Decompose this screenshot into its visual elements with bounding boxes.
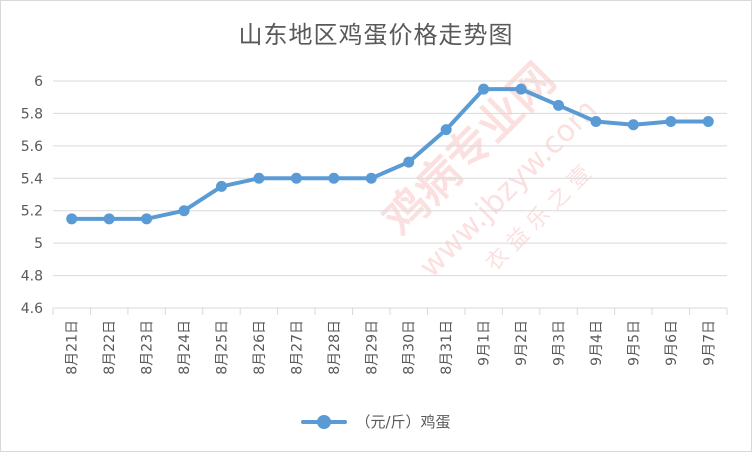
x-tick-label: 8月23日 [140,320,156,375]
x-axis-ticks: 8月21日 8月22日 8月23日 8月24日 8月25日 8月26日 8月27日 8月28日… [65,320,718,375]
data-point [178,205,190,217]
data-point [515,83,527,95]
x-tick-label: 8月21日 [65,320,81,375]
x-tick-label: 8月26日 [252,320,268,375]
data-point [440,124,452,136]
data-point [553,99,564,111]
data-point [365,172,377,184]
data-point [702,116,714,128]
y-tick-label: 4.6 [21,301,43,317]
x-tick-label: 8月24日 [177,320,193,375]
data-point [66,213,78,225]
data-point [103,213,115,225]
x-tick-label: 8月25日 [215,320,231,375]
x-tick-label: 9月2日 [514,320,530,366]
y-tick-label: 5.6 [21,139,43,155]
series-line [69,87,711,221]
x-tick-label: 9月5日 [626,320,642,366]
y-tick-label: 5.4 [21,171,43,187]
y-tick-label: 6 [34,74,43,90]
data-point [328,172,340,184]
data-point [665,116,677,128]
y-tick-label: 5.2 [21,204,43,220]
x-tick-label: 8月27日 [289,320,305,375]
legend-label: （元/斤）鸡蛋 [355,413,451,431]
series-points [66,83,714,225]
data-point [141,213,153,225]
x-tick-label: 8月30日 [402,320,418,375]
x-tick-label: 9月1日 [477,320,493,366]
x-tick-label: 8月29日 [364,320,380,375]
x-tick-label: 8月22日 [102,320,118,375]
data-point [590,116,602,128]
x-axis [52,307,728,315]
legend: （元/斤）鸡蛋 [1,411,751,432]
series-line-path [69,87,711,221]
x-tick-label: 9月6日 [664,320,680,366]
data-point [216,180,227,192]
y-tick-label: 5.8 [21,106,43,122]
x-tick-label: 9月7日 [701,320,717,366]
chart-title: 山东地区鸡蛋价格走势图 [238,21,514,49]
legend-line-marker-icon [301,414,348,429]
y-tick-label: 4.8 [21,269,43,285]
gridlines [53,80,727,277]
x-tick-label: 8月28日 [327,320,343,375]
y-axis-ticks: 4.6 4.8 5 5.2 5.4 5.6 5.8 6 [21,74,43,317]
data-point [478,83,490,95]
data-point [290,172,302,184]
x-tick-label: 9月4日 [589,320,605,366]
data-point [253,172,265,184]
y-tick-label: 5 [34,236,43,252]
data-point [627,119,639,131]
x-tick-label: 9月3日 [552,320,568,366]
data-point [403,156,415,168]
x-tick-label: 8月31日 [439,320,455,375]
